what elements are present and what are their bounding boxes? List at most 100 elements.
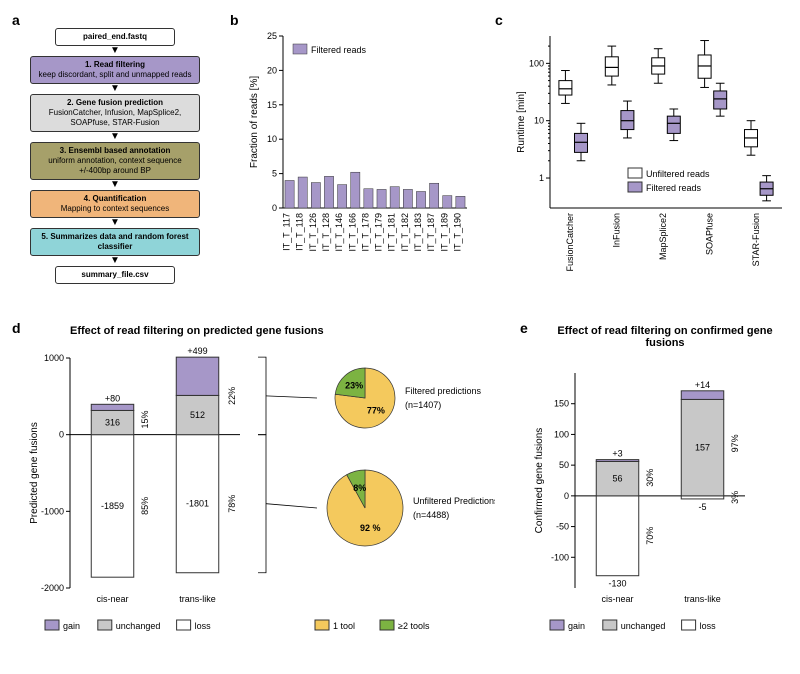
svg-text:77%: 77%: [367, 405, 385, 415]
svg-text:IT_T_189: IT_T_189: [439, 213, 449, 252]
svg-text:loss: loss: [700, 621, 717, 631]
panel-e-title: Effect of read filtering on confirmed ge…: [555, 325, 775, 349]
bar: [390, 187, 399, 208]
svg-text:IT_T_146: IT_T_146: [334, 213, 344, 252]
svg-text:1 tool: 1 tool: [333, 621, 355, 631]
svg-text:100: 100: [529, 58, 544, 68]
boxplot-box: [559, 81, 572, 95]
svg-text:Fraction of reads [%]: Fraction of reads [%]: [249, 76, 260, 168]
svg-text:IT_T_190: IT_T_190: [452, 213, 462, 252]
svg-text:IT_T_179: IT_T_179: [374, 213, 384, 252]
bar: [298, 177, 307, 208]
bar: [364, 189, 373, 208]
svg-text:+80: +80: [105, 393, 120, 403]
svg-text:(n=1407): (n=1407): [405, 400, 441, 410]
svg-text:gain: gain: [568, 621, 585, 631]
svg-text:+3: +3: [612, 449, 622, 459]
svg-text:≥2 tools: ≥2 tools: [398, 621, 430, 631]
bar-loss: [596, 496, 639, 576]
svg-text:56: 56: [612, 474, 622, 484]
svg-text:MapSplice2: MapSplice2: [658, 213, 668, 260]
svg-text:IT_T_187: IT_T_187: [426, 213, 436, 252]
svg-text:3%: 3%: [730, 491, 740, 504]
svg-text:-1000: -1000: [41, 506, 64, 516]
svg-text:+499: +499: [187, 346, 207, 356]
svg-text:IT_T_117: IT_T_117: [282, 213, 292, 251]
panel-d-title: Effect of read filtering on predicted ge…: [70, 325, 324, 337]
svg-text:Predicted gene fusions: Predicted gene fusions: [29, 422, 40, 524]
svg-text:150: 150: [554, 399, 569, 409]
svg-text:157: 157: [695, 443, 710, 453]
svg-text:92 %: 92 %: [360, 523, 381, 533]
panel-a-flowchart: paired_end.fastq▼1. Read filteringkeep d…: [30, 28, 200, 286]
svg-text:gain: gain: [63, 621, 80, 631]
panel-b-label: b: [230, 12, 239, 28]
svg-text:Filtered reads: Filtered reads: [646, 183, 702, 193]
svg-text:10: 10: [267, 134, 277, 144]
svg-text:25: 25: [267, 31, 277, 41]
svg-text:IT_T_182: IT_T_182: [400, 213, 410, 252]
svg-text:20: 20: [267, 65, 277, 75]
boxplot-box: [667, 116, 680, 133]
bar: [324, 176, 333, 208]
svg-text:Filtered predictions: Filtered predictions: [405, 386, 482, 396]
boxplot-box: [574, 133, 587, 152]
svg-text:0: 0: [59, 430, 64, 440]
panel-e-label: e: [520, 320, 528, 336]
svg-text:22%: 22%: [227, 387, 237, 405]
svg-text:1: 1: [539, 173, 544, 183]
svg-text:1000: 1000: [44, 353, 64, 363]
bar: [338, 185, 347, 208]
boxplot-box: [605, 57, 618, 76]
svg-text:70%: 70%: [645, 527, 655, 545]
bar: [416, 191, 425, 208]
panel-a-label: a: [12, 12, 20, 28]
flow-step: 3. Ensembl based annotationuniform annot…: [30, 142, 200, 180]
svg-text:100: 100: [554, 429, 569, 439]
svg-text:-1859: -1859: [101, 501, 124, 511]
svg-text:78%: 78%: [227, 495, 237, 513]
bar: [351, 172, 360, 208]
svg-text:-130: -130: [608, 579, 626, 589]
svg-text:316: 316: [105, 418, 120, 428]
svg-text:SOAPfuse: SOAPfuse: [704, 213, 714, 255]
svg-text:IT_T_128: IT_T_128: [321, 213, 331, 252]
svg-text:512: 512: [190, 410, 205, 420]
svg-text:-2000: -2000: [41, 583, 64, 593]
flow-step: 4. QuantificationMapping to context sequ…: [30, 190, 200, 218]
svg-text:97%: 97%: [730, 434, 740, 452]
svg-text:IT_T_166: IT_T_166: [347, 213, 357, 252]
svg-text:-5: -5: [698, 502, 706, 512]
panel-d-chart: -2000 -1000 0 1000 Predicted gene fusions +80…: [25, 340, 495, 660]
svg-text:IT_T_118: IT_T_118: [295, 213, 305, 251]
bar: [403, 189, 412, 208]
panel-b-chart: 0510152025Fraction of reads [%]IT_T_117I…: [245, 26, 475, 296]
panel-d-label: d: [12, 320, 21, 336]
svg-text:trans-like: trans-like: [179, 594, 216, 604]
boxplot-box: [698, 55, 711, 78]
svg-text:(n=4488): (n=4488): [413, 510, 449, 520]
svg-text:23%: 23%: [345, 381, 363, 391]
bar: [377, 189, 386, 208]
svg-text:50: 50: [559, 460, 569, 470]
panel-c-chart: 110100Runtime [min]FusionCatcherInFusion…: [510, 26, 790, 296]
svg-text:Unfiltered Predictions: Unfiltered Predictions: [413, 496, 495, 506]
svg-text:8%: 8%: [353, 483, 366, 493]
panel-e-chart: -100-50050100150Confirmed gene fusions+3…: [530, 355, 790, 660]
svg-text:InFusion: InFusion: [612, 213, 622, 248]
svg-text:IT_T_183: IT_T_183: [413, 213, 423, 252]
svg-text:IT_T_126: IT_T_126: [308, 213, 318, 252]
svg-text:trans-like: trans-like: [684, 594, 721, 604]
svg-text:10: 10: [534, 116, 544, 126]
bar-gain: [91, 404, 134, 410]
bar-gain: [681, 391, 724, 400]
svg-text:IT_T_181: IT_T_181: [387, 213, 397, 252]
boxplot-box: [714, 91, 727, 109]
svg-text:15: 15: [267, 100, 277, 110]
svg-text:IT_T_178: IT_T_178: [360, 213, 370, 252]
bar-gain: [596, 460, 639, 462]
flow-step: 5. Summarizes data and random forest cla…: [30, 228, 200, 256]
svg-text:STAR-Fusion: STAR-Fusion: [751, 213, 761, 266]
boxplot-box: [621, 111, 634, 130]
svg-text:Runtime [min]: Runtime [min]: [516, 91, 527, 153]
